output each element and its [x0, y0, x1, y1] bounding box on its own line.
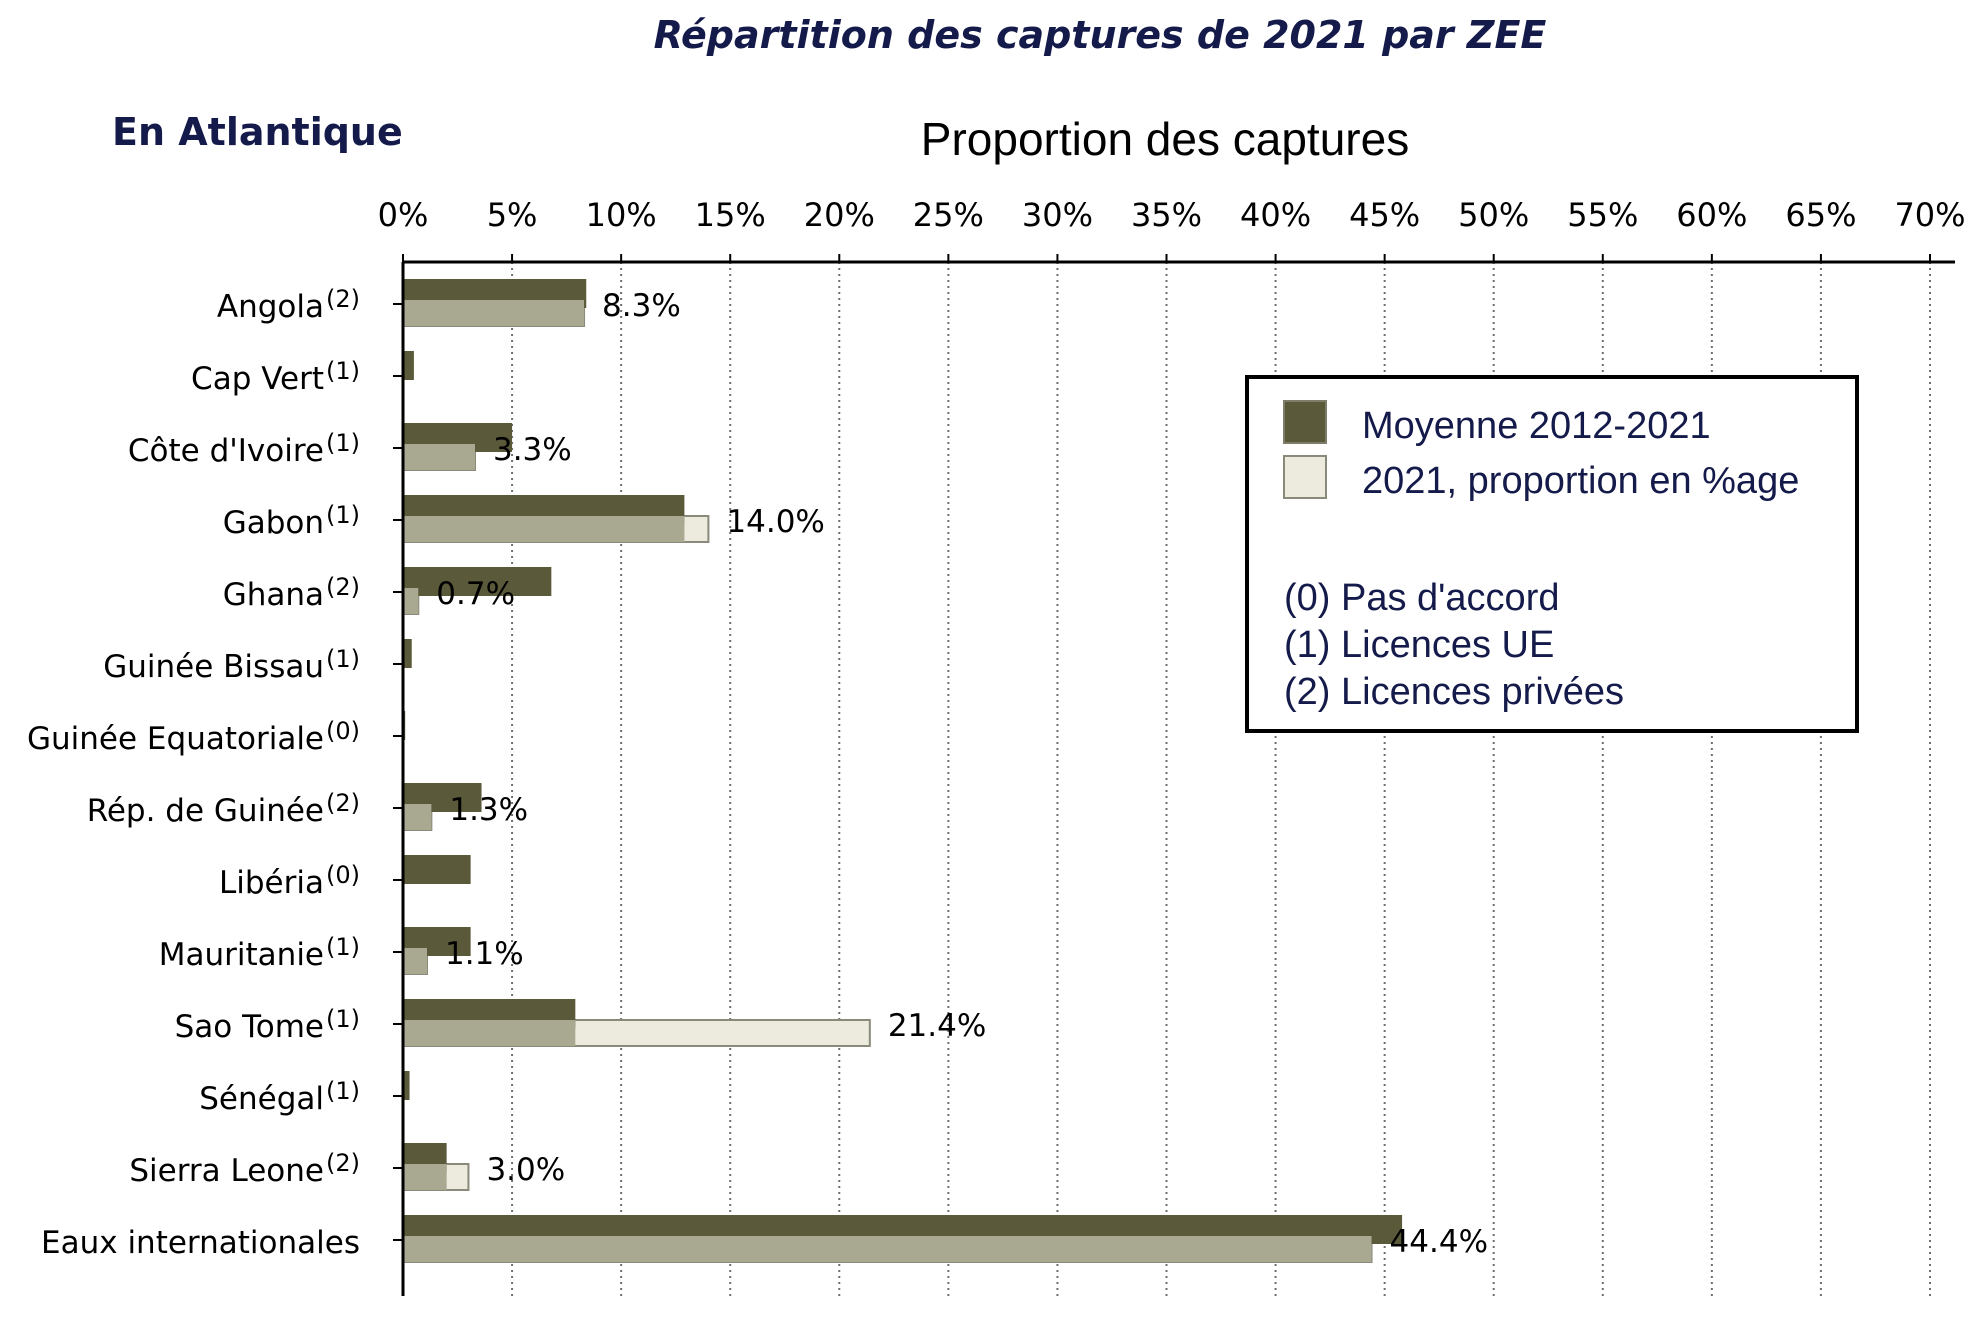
- bar-overlap: [403, 516, 685, 542]
- x-tick-label: 15%: [695, 196, 766, 234]
- x-tick-label: 50%: [1458, 196, 1529, 234]
- category-label: Cap Vert(1): [191, 357, 360, 397]
- category-note: (0): [326, 861, 360, 889]
- bar-overlap: [403, 948, 427, 974]
- category-note: (1): [326, 501, 360, 529]
- x-tick-label: 20%: [804, 196, 875, 234]
- bar-overlap: [403, 1164, 447, 1190]
- legend-swatch-2021: [1283, 455, 1327, 499]
- x-tick-label: 65%: [1785, 196, 1856, 234]
- x-tick-label: 5%: [487, 196, 538, 234]
- category-name: Libéria: [219, 865, 324, 901]
- category-label: Angola(2): [217, 285, 360, 325]
- x-axis-ticks: 0% 5% 10% 15% 20% 25% 30% 35% 40% 45% 50% 55% 60% 65%…: [378, 196, 1966, 262]
- category-note: (1): [326, 933, 360, 961]
- bar-overlap: [403, 588, 419, 614]
- legend-note-0: (0) Pas d'accord: [1284, 577, 1559, 619]
- category-label: Rép. de Guinée(2): [87, 789, 360, 829]
- category-note: (1): [326, 1005, 360, 1033]
- category-label: Sierra Leone(2): [129, 1149, 360, 1189]
- x-tick-label: 30%: [1022, 196, 1093, 234]
- category-label: Côte d'Ivoire(1): [128, 429, 360, 469]
- category-name: Cap Vert: [191, 361, 324, 397]
- x-tick-label: 0%: [378, 196, 429, 234]
- data-label: 0.7%: [436, 576, 515, 612]
- x-tick-label: 35%: [1131, 196, 1202, 234]
- bar-overlap: [403, 1020, 576, 1046]
- category-name: Sénégal: [199, 1081, 324, 1117]
- category-label: Mauritanie(1): [159, 933, 360, 973]
- category-name: Sierra Leone: [129, 1153, 324, 1189]
- data-label: 8.3%: [602, 288, 681, 324]
- category-label: Sao Tome(1): [175, 1005, 360, 1045]
- category-labels: Angola(2)Cap Vert(1)Côte d'Ivoire(1)Gabo…: [27, 285, 403, 1261]
- data-label: 1.3%: [449, 792, 528, 828]
- data-labels: 8.3% 3.3% 14.0% 0.7% 1.3% 1.1% 21.4% 3.0% 44.4%: [436, 288, 1488, 1260]
- category-label: Guinée Bissau(1): [103, 645, 360, 685]
- category-name: Eaux internationales: [41, 1225, 360, 1261]
- bar-overlap: [403, 804, 432, 830]
- category-name: Ghana: [223, 577, 324, 613]
- legend-swatch-mean: [1283, 400, 1327, 444]
- bar-overlap: [403, 1236, 1372, 1262]
- legend-note-2: (2) Licences privées: [1284, 671, 1624, 713]
- x-axis-title: Proportion des captures: [921, 113, 1409, 165]
- category-name: Guinée Equatoriale: [27, 721, 324, 757]
- legend-label-2021: 2021, proportion en %age: [1362, 460, 1799, 502]
- category-note: (1): [326, 357, 360, 385]
- category-note: (2): [326, 573, 360, 601]
- category-name: Guinée Bissau: [103, 649, 324, 685]
- x-tick-label: 45%: [1349, 196, 1420, 234]
- category-label: Guinée Equatoriale(0): [27, 717, 360, 757]
- category-note: (1): [326, 645, 360, 673]
- legend-note-1: (1) Licences UE: [1284, 624, 1554, 666]
- category-note: (1): [326, 429, 360, 457]
- category-label: Ghana(2): [223, 573, 360, 613]
- bar-mean-2012-2021: [403, 1071, 410, 1100]
- x-tick-label: 60%: [1676, 196, 1747, 234]
- gridlines: [511, 262, 1931, 1296]
- bar-overlap: [403, 300, 585, 326]
- bar-mean-2012-2021: [403, 351, 414, 380]
- bar-mean-2012-2021: [403, 855, 471, 884]
- chart-title: Répartition des captures de 2021 par ZEE: [654, 13, 1547, 57]
- x-tick-label: 40%: [1240, 196, 1311, 234]
- data-label: 44.4%: [1390, 1224, 1488, 1260]
- category-name: Mauritanie: [159, 937, 324, 973]
- x-tick-label: 10%: [586, 196, 657, 234]
- category-name: Gabon: [223, 505, 324, 541]
- category-note: (1): [326, 1077, 360, 1105]
- category-label: Gabon(1): [223, 501, 360, 541]
- data-label: 14.0%: [726, 504, 824, 540]
- data-label: 21.4%: [888, 1008, 986, 1044]
- legend-label-mean: Moyenne 2012-2021: [1362, 405, 1711, 447]
- data-label: 3.3%: [493, 432, 572, 468]
- region-subtitle: En Atlantique: [112, 110, 403, 154]
- x-tick-label: 25%: [913, 196, 984, 234]
- x-tick-label: 70%: [1894, 196, 1965, 234]
- category-label: Sénégal(1): [199, 1077, 360, 1117]
- bar-overlap: [403, 444, 475, 470]
- legend: Moyenne 2012-2021 2021, proportion en %a…: [1245, 375, 1859, 733]
- category-name: Angola: [217, 289, 324, 325]
- category-note: (2): [326, 1149, 360, 1177]
- data-label: 1.1%: [445, 936, 524, 972]
- axes: [401, 260, 1955, 1296]
- data-label: 3.0%: [486, 1152, 565, 1188]
- category-name: Côte d'Ivoire: [128, 433, 324, 469]
- legend-box: [1245, 375, 1859, 733]
- x-tick-label: 55%: [1567, 196, 1638, 234]
- category-label: Eaux internationales: [41, 1225, 360, 1261]
- category-name: Sao Tome: [175, 1009, 324, 1045]
- bar-mean-2012-2021: [403, 639, 412, 668]
- bar-mean-2012-2021: [403, 567, 552, 596]
- category-name: Rép. de Guinée: [87, 793, 324, 829]
- category-label: Libéria(0): [219, 861, 360, 901]
- category-note: (0): [326, 717, 360, 745]
- category-note: (2): [326, 789, 360, 817]
- category-note: (2): [326, 285, 360, 313]
